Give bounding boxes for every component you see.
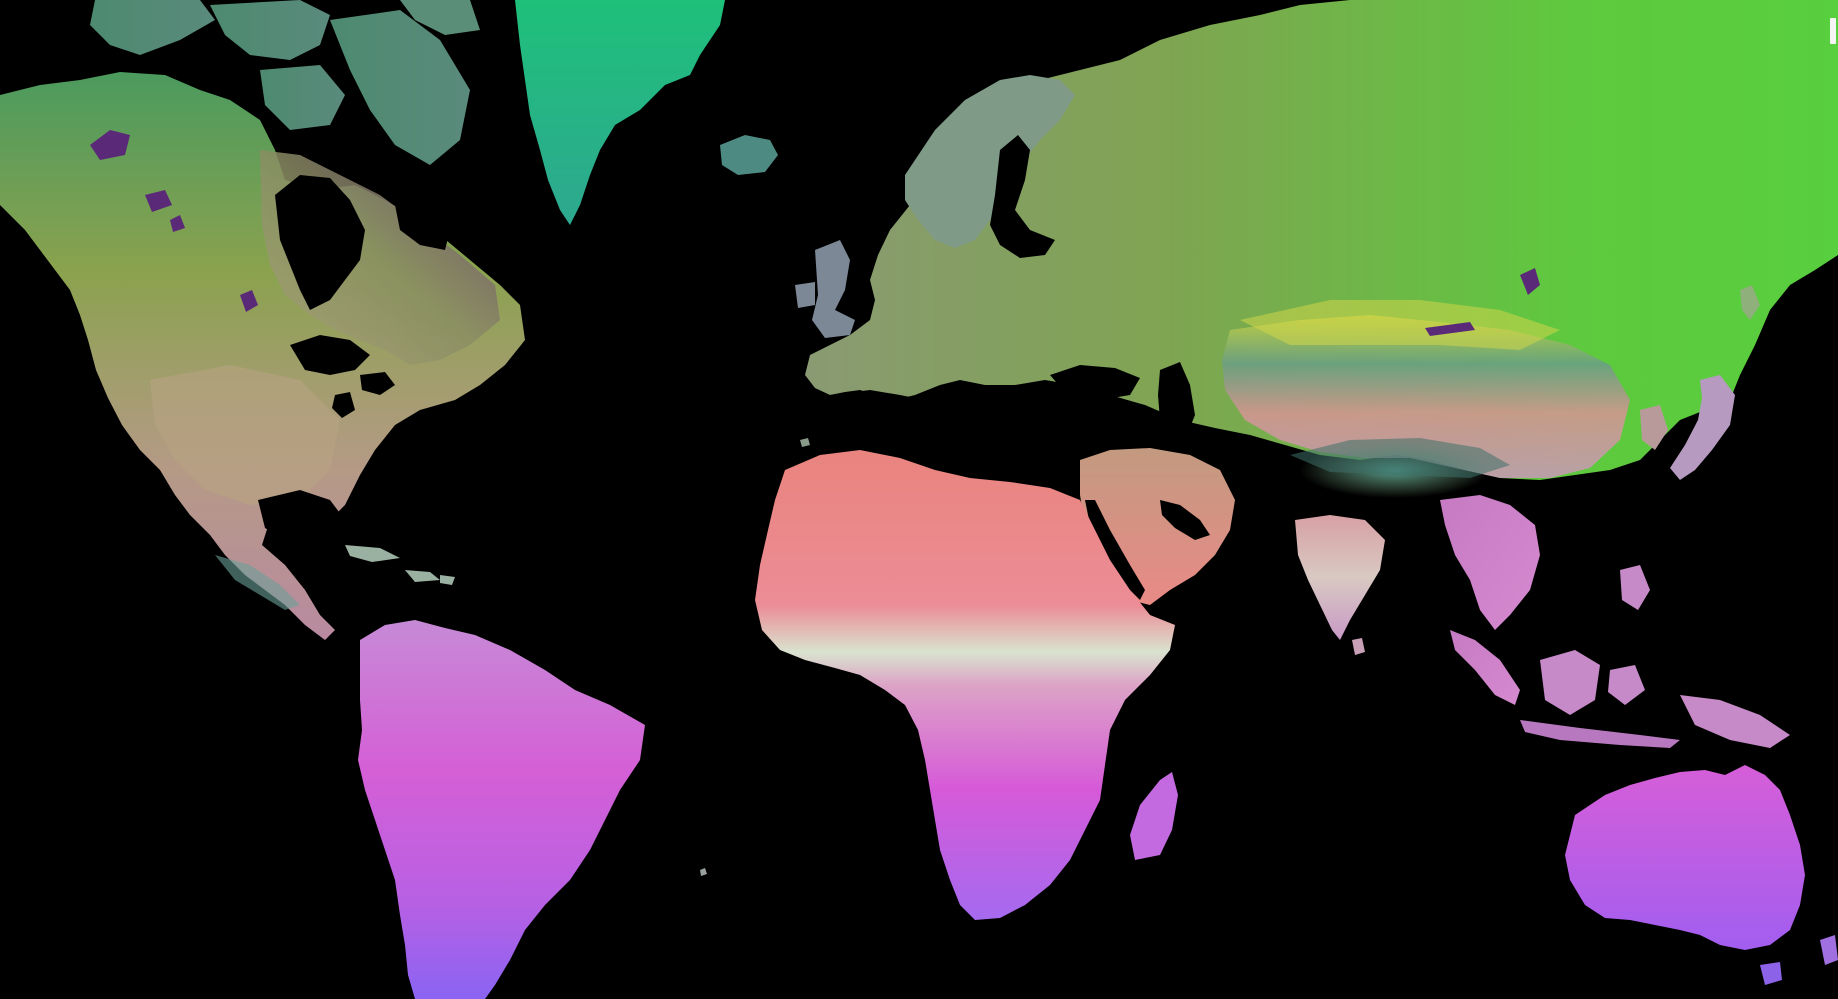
great-lakes	[290, 335, 395, 418]
mountain-accents	[1290, 268, 1540, 478]
canadian-lakes	[90, 130, 258, 312]
korea	[1640, 405, 1668, 450]
caribbean-islands	[345, 545, 455, 585]
persian-gulf	[1160, 500, 1210, 540]
atlantic-islands	[700, 438, 810, 876]
africa	[755, 450, 1175, 920]
british-isles	[795, 240, 855, 338]
arctic-archipelago	[90, 0, 480, 165]
gulf-of-mexico	[258, 490, 345, 545]
madagascar	[1130, 772, 1178, 860]
australia	[1565, 765, 1805, 950]
north-america	[0, 72, 525, 640]
japan	[1670, 375, 1735, 480]
eurasia	[805, 0, 1838, 498]
scandinavia	[905, 75, 1075, 248]
inland-seas	[820, 362, 1195, 475]
south-america	[358, 620, 645, 999]
map-edge-marker	[1830, 18, 1836, 44]
hudson-bay	[275, 175, 365, 310]
southeast-asia	[1440, 495, 1790, 748]
red-sea	[1085, 500, 1145, 600]
india	[1295, 515, 1385, 640]
greenland	[515, 0, 725, 225]
iceland	[720, 135, 778, 175]
baltic-sea	[990, 135, 1055, 258]
